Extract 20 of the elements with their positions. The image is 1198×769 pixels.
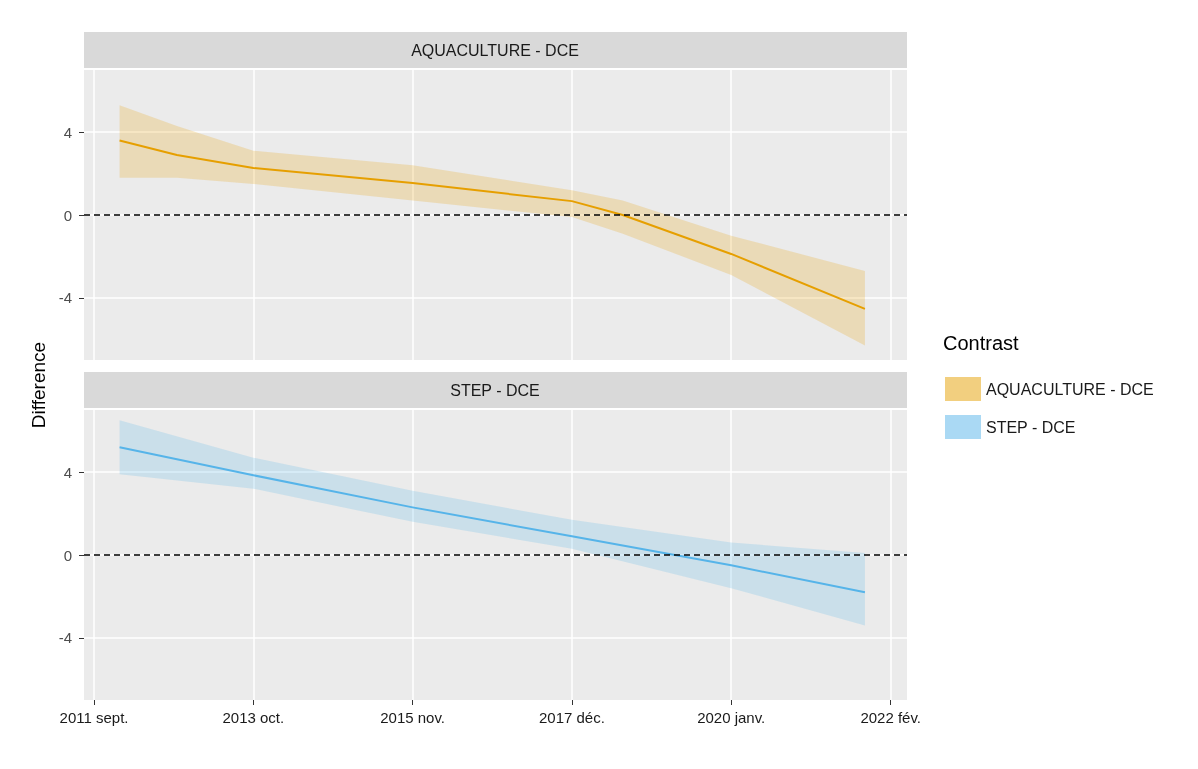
line-series xyxy=(118,446,866,594)
chart-title: STEP - DCE xyxy=(450,381,540,399)
y-tick-label: 0 xyxy=(63,206,72,224)
y-tick-label: 4 xyxy=(63,463,72,481)
y-tick-label: 4 xyxy=(63,123,72,141)
x-tick-label: 2020 janv. xyxy=(697,709,766,726)
x-tick-label: 2013 oct. xyxy=(222,709,285,726)
y-axis-title: Difference xyxy=(27,341,49,429)
legend-label: STEP - DCE xyxy=(986,418,1076,436)
x-tick-label: 2011 sept. xyxy=(59,709,129,726)
y-tick-label: -4 xyxy=(58,629,72,647)
legend-title: Contrast xyxy=(943,332,1020,354)
chart-title: AQUACULTURE - DCE xyxy=(411,41,579,59)
y-tick-label: 0 xyxy=(63,546,72,564)
x-tick-label: 2017 déc. xyxy=(538,709,605,726)
x-tick-label: 2022 fév. xyxy=(860,709,921,726)
y-tick-label: -4 xyxy=(58,289,72,307)
legend-label: AQUACULTURE - DCE xyxy=(986,380,1154,398)
line-series xyxy=(118,139,866,310)
x-tick-label: 2015 nov. xyxy=(380,709,445,726)
